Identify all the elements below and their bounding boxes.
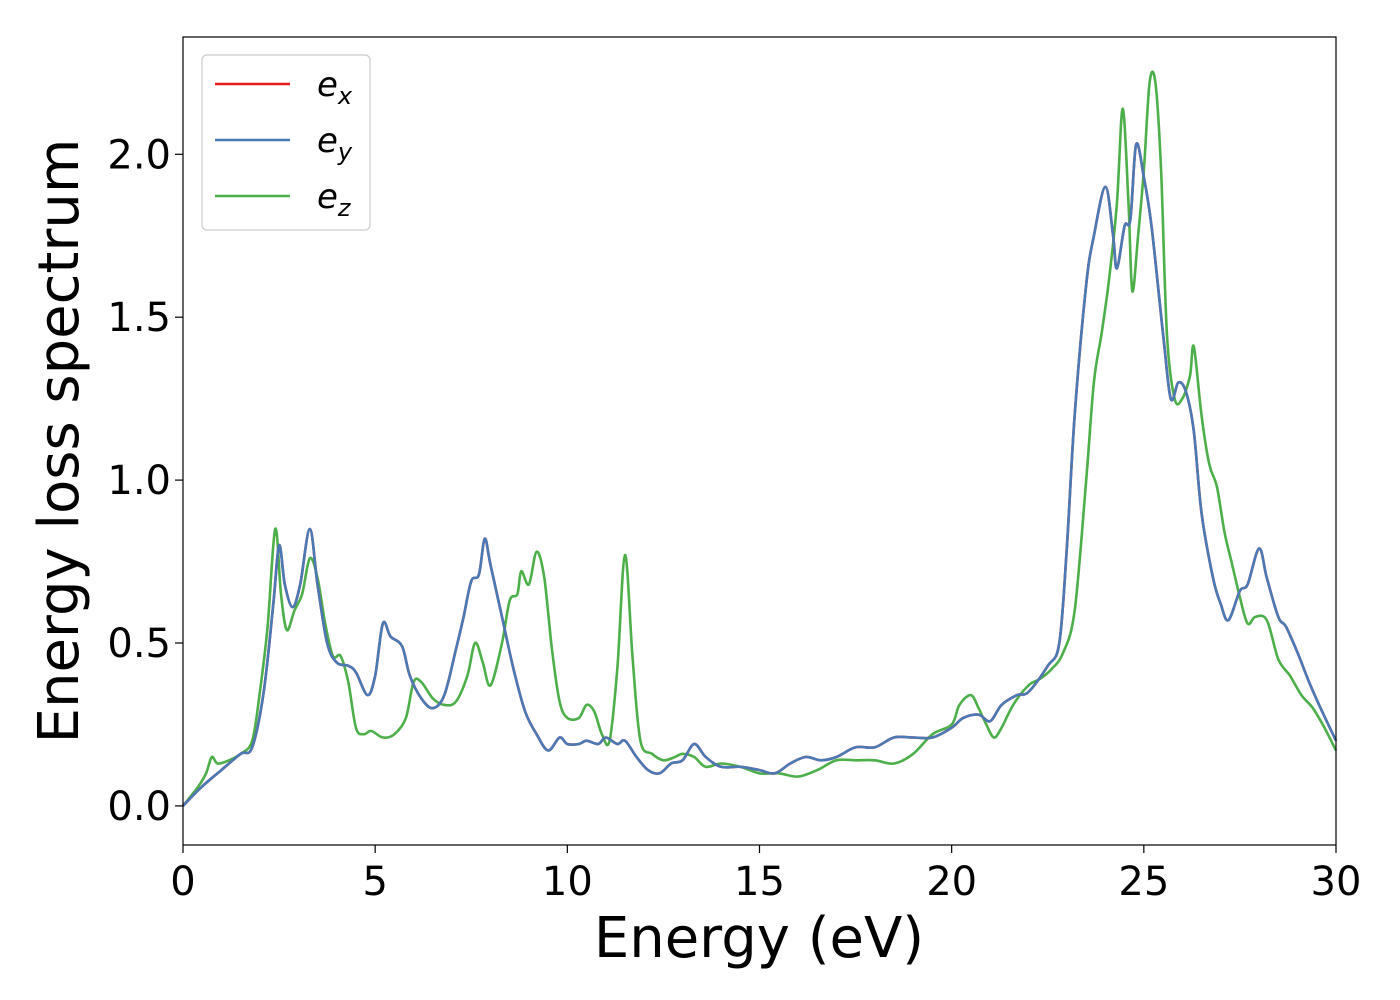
x-axis-ticks: 0 5 10 15 20 25 30	[170, 845, 1361, 905]
legend-label-ex: ex	[317, 65, 353, 110]
legend: ex ey ez	[201, 54, 371, 231]
y-tick-label: 2.0	[107, 132, 171, 178]
series-line-ez	[181, 70, 1338, 807]
y-tick-label: 0.5	[107, 621, 171, 667]
legend-label-ez: ez	[317, 177, 352, 222]
legend-label-ey: ey	[317, 121, 353, 166]
x-tick-label: 30	[1311, 859, 1362, 905]
plot-lines	[181, 70, 1338, 807]
y-tick-label: 1.0	[107, 458, 171, 504]
x-tick-label: 25	[1118, 859, 1169, 905]
x-tick-label: 0	[170, 859, 195, 905]
y-tick-label: 1.5	[107, 295, 171, 341]
x-tick-label: 10	[542, 859, 593, 905]
y-tick-label: 0.0	[107, 784, 171, 830]
y-axis-ticks: 0.0 0.5 1.0 1.5 2.0	[107, 132, 183, 830]
x-tick-label: 20	[926, 859, 977, 905]
legend-box	[201, 54, 371, 231]
series-line-ey	[182, 142, 1338, 807]
x-axis-label: Energy (eV)	[594, 906, 924, 971]
x-tick-label: 5	[362, 859, 387, 905]
y-axis-label: Energy loss spectrum	[27, 139, 92, 744]
x-tick-label: 15	[734, 859, 785, 905]
